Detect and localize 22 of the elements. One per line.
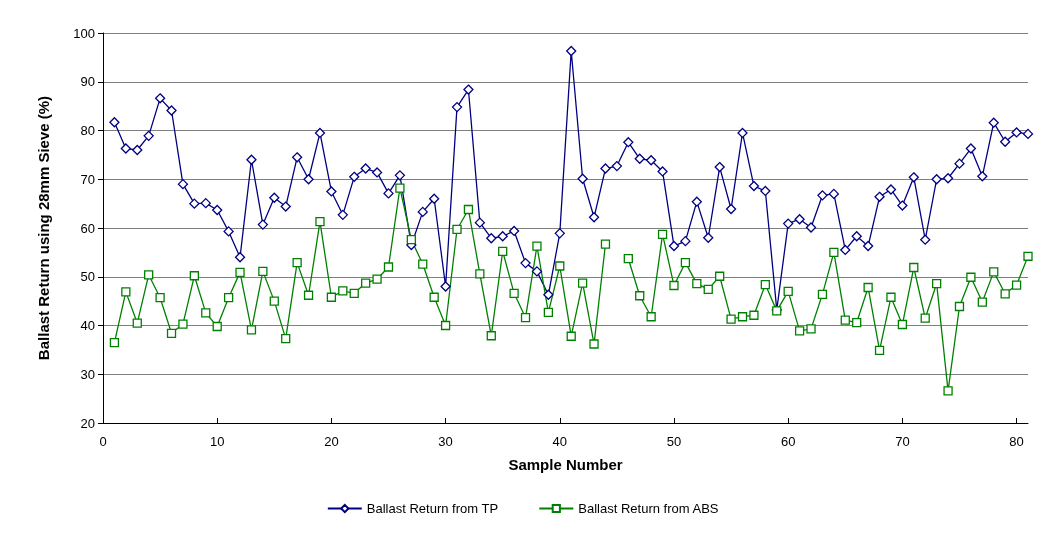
legend-label: Ballast Return from TP (366, 501, 499, 516)
x-tick-label: 80 (1009, 434, 1024, 449)
y-tick-label: 60 (80, 220, 95, 236)
x-tick-label: 20 (324, 434, 339, 449)
x-axis-title: Sample Number (508, 456, 623, 473)
y-tick-label: 90 (80, 74, 95, 90)
y-tick-label: 70 (80, 171, 95, 187)
y-tick-label: 100 (73, 25, 95, 41)
y-tick-label: 40 (80, 318, 95, 333)
x-tick-label: 0 (99, 434, 107, 449)
x-tick-label: 50 (666, 434, 682, 449)
x-tick-label: 40 (552, 434, 568, 449)
y-tick-label: 30 (80, 366, 95, 382)
x-tick-label: 70 (895, 434, 910, 449)
x-tick-label: 30 (438, 434, 453, 449)
legend-label: Ballast Return from ABS (578, 501, 719, 516)
y-tick-label: 20 (80, 415, 95, 431)
y-axis-title: Ballast Return using 28mm Sieve (%) (35, 95, 52, 361)
y-tick-label: 50 (80, 269, 95, 285)
x-tick-label: 60 (780, 434, 796, 449)
y-tick-label: 80 (80, 123, 95, 138)
x-tick-label: 10 (209, 434, 225, 449)
